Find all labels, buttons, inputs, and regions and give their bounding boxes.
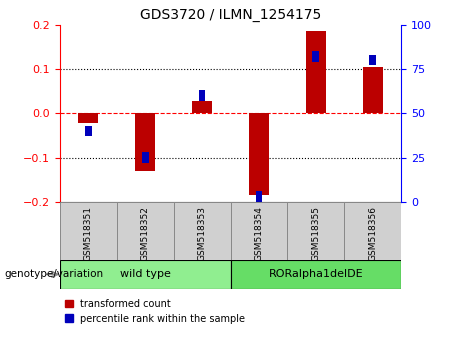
Text: GSM518352: GSM518352	[141, 206, 150, 261]
Bar	[249, 113, 269, 195]
Bar	[363, 67, 383, 113]
Bar	[313, 51, 319, 62]
Bar	[287, 202, 344, 260]
Text: GSM518355: GSM518355	[311, 206, 320, 262]
Bar	[369, 55, 376, 65]
Bar	[344, 202, 401, 260]
Text: RORalpha1delDE: RORalpha1delDE	[268, 269, 363, 279]
Bar	[306, 32, 326, 113]
Bar	[199, 90, 206, 101]
Bar	[78, 113, 98, 123]
Text: GSM518351: GSM518351	[84, 206, 93, 262]
Bar	[230, 202, 287, 260]
Title: GDS3720 / ILMN_1254175: GDS3720 / ILMN_1254175	[140, 8, 321, 22]
Text: GSM518353: GSM518353	[198, 206, 207, 262]
Bar	[60, 260, 230, 289]
Text: genotype/variation: genotype/variation	[5, 269, 104, 279]
Bar	[60, 202, 117, 260]
Bar	[85, 126, 92, 136]
Legend: transformed count, percentile rank within the sample: transformed count, percentile rank withi…	[65, 299, 245, 324]
Bar	[142, 152, 148, 163]
Bar	[255, 191, 262, 202]
Bar	[230, 260, 401, 289]
Bar	[135, 113, 155, 171]
Bar	[117, 202, 174, 260]
Text: GSM518356: GSM518356	[368, 206, 377, 262]
Bar	[192, 101, 212, 113]
Text: wild type: wild type	[120, 269, 171, 279]
Text: GSM518354: GSM518354	[254, 206, 263, 261]
Bar	[174, 202, 230, 260]
